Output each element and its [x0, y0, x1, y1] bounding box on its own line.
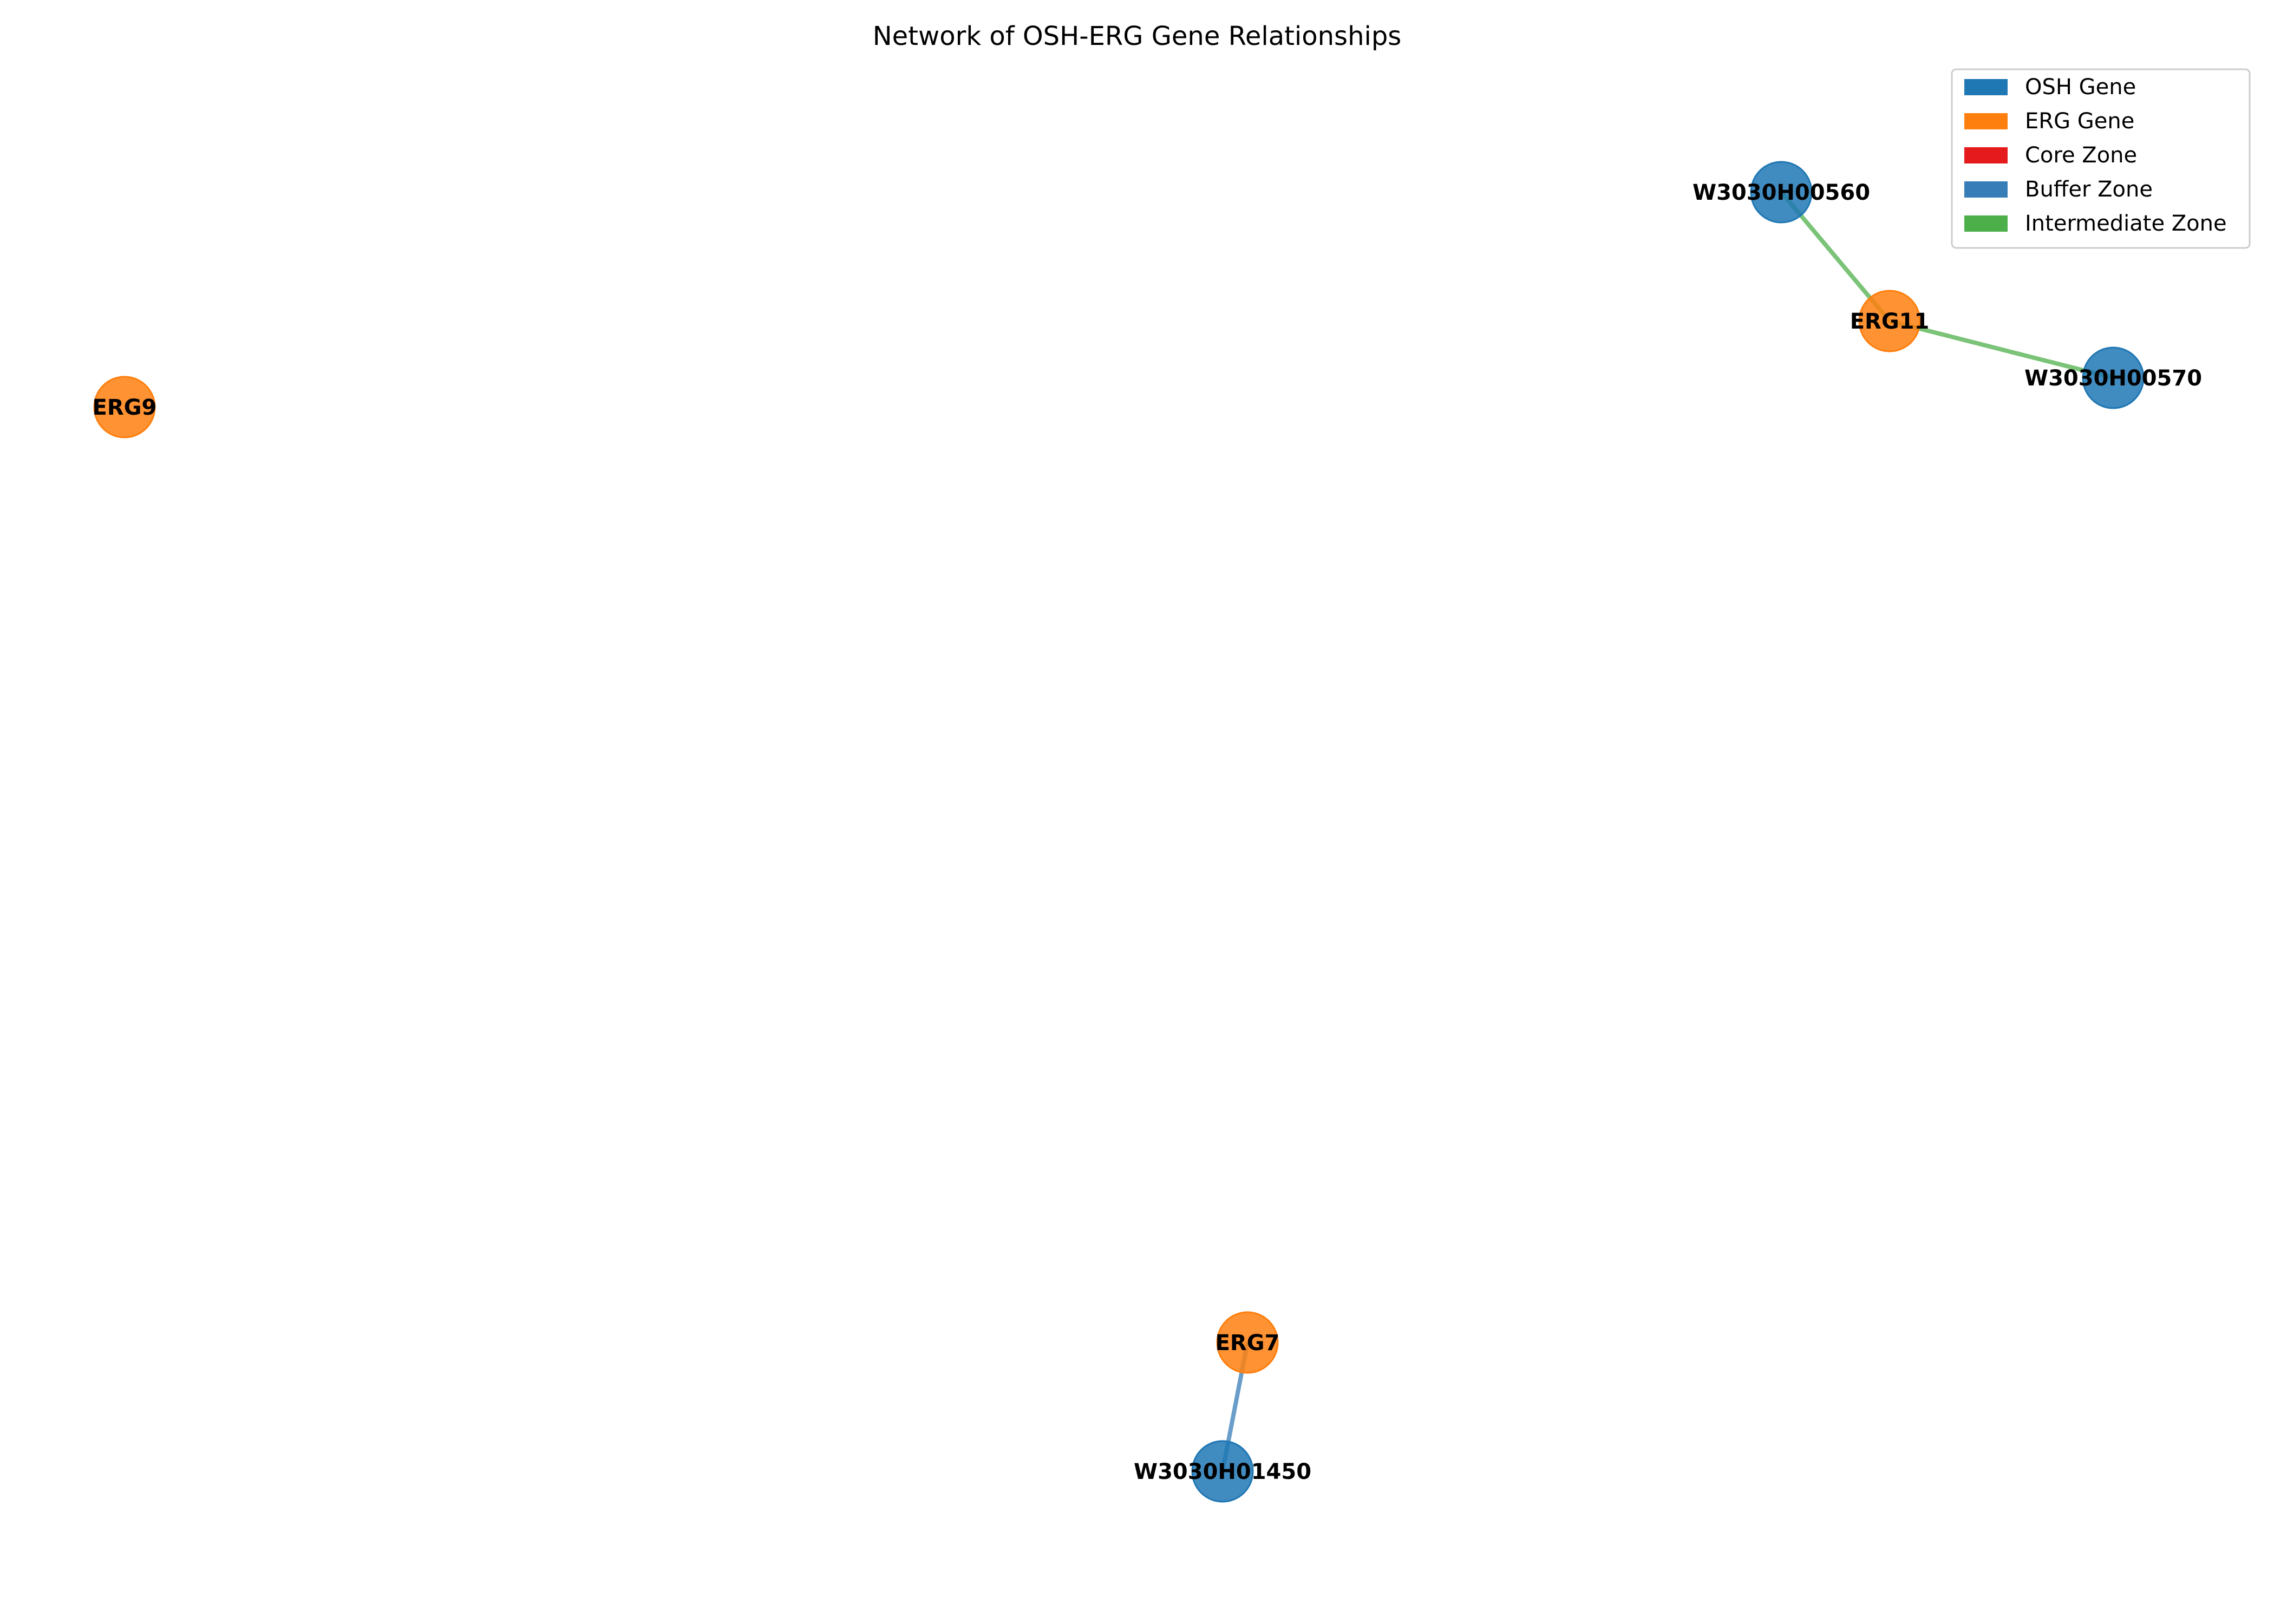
- node-label-w3030h01450: W3030H01450: [1134, 1459, 1311, 1484]
- labels-layer: W3030H00560 ERG11 W3030H00570 ERG9 ERG7 W3030…: [93, 180, 2202, 1484]
- edge-erg11-w3030h00570: [1889, 319, 2114, 380]
- legend-swatch-1: [1964, 113, 2008, 129]
- nodes-layer: [93, 161, 2145, 1503]
- legend-frame: [1951, 68, 2251, 249]
- legend-label-2: Core Zone: [2025, 143, 2137, 168]
- node-erg7: [1216, 1311, 1279, 1374]
- node-w3030h00560: [1750, 161, 1813, 224]
- node-w3030h01450: [1191, 1440, 1254, 1503]
- node-erg11: [1858, 290, 1921, 352]
- legend-label-0: OSH Gene: [2025, 75, 2136, 100]
- node-label-w3030h00560: W3030H00560: [1693, 180, 1870, 205]
- node-label-erg9: ERG9: [93, 395, 157, 420]
- legend-label-4: Intermediate Zone: [2025, 211, 2227, 236]
- legend-label-1: ERG Gene: [2025, 109, 2134, 134]
- legend: OSH Gene ERG Gene Core Zone Buffer Zone Inte…: [1951, 68, 2251, 249]
- legend-swatch-3: [1964, 181, 2008, 198]
- chart-title: Network of OSH-ERG Gene Relationships: [873, 21, 1402, 51]
- node-label-w3030h00570: W3030H00570: [2024, 366, 2202, 391]
- node-label-erg11: ERG11: [1850, 309, 1930, 334]
- node-w3030h00570: [2082, 346, 2145, 409]
- legend-swatch-4: [1964, 215, 2008, 232]
- legend-label-3: Buffer Zone: [2025, 177, 2153, 202]
- node-label-erg7: ERG7: [1216, 1331, 1280, 1355]
- legend-swatch-0: [1964, 79, 2008, 95]
- node-erg9: [93, 376, 156, 438]
- legend-swatch-2: [1964, 147, 2008, 163]
